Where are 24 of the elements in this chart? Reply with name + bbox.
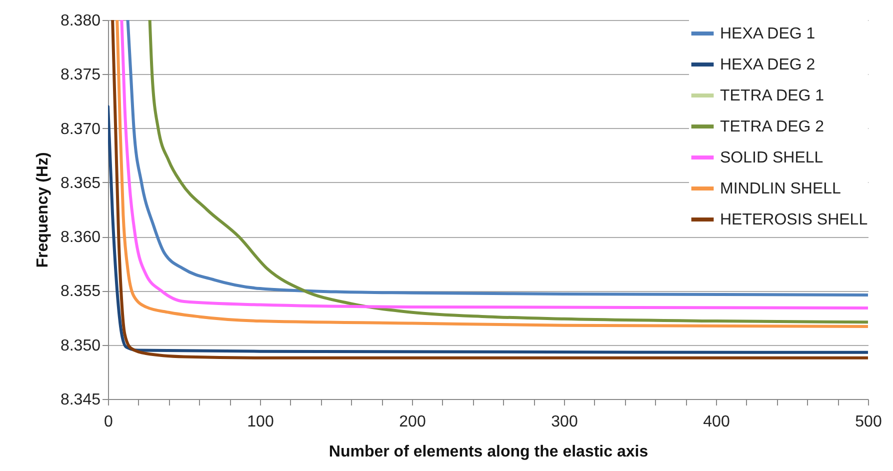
y-tick-label: 8.370	[60, 120, 101, 138]
x-tick-label: 500	[855, 414, 882, 430]
y-tick-label: 8.365	[60, 174, 101, 192]
y-tick-label: 8.350	[60, 337, 101, 354]
x-axis-title: Number of elements along the elastic axis	[328, 444, 648, 460]
legend-label: MINDLIN SHELL	[720, 180, 842, 198]
legend-label: HETEROSIS SHELL	[720, 212, 868, 228]
line-series	[108, 105, 868, 354]
x-tick-label: 200	[399, 414, 426, 430]
y-tick-label: 8.345	[60, 392, 101, 408]
y-tick-label: 8.360	[60, 229, 101, 246]
y-tick-label: 8.375	[60, 66, 101, 84]
x-tick-label: 100	[247, 414, 274, 430]
legend-label: TETRA DEG 2	[720, 118, 824, 136]
x-tick-label: 400	[703, 414, 730, 430]
legend-label: HEXA DEG 2	[720, 56, 816, 74]
x-tick-label: 300	[551, 414, 578, 430]
legend-label: HEXA DEG 1	[720, 26, 816, 42]
y-tick-label: 8.355	[60, 283, 101, 300]
x-tick-label: 0	[104, 414, 114, 430]
legend-label: SOLID SHELL	[720, 150, 824, 166]
y-tick-label: 8.380	[60, 12, 101, 30]
y-axis-title: Frequency (Hz)	[34, 152, 52, 268]
legend-label: TETRA DEG 1	[720, 88, 824, 104]
